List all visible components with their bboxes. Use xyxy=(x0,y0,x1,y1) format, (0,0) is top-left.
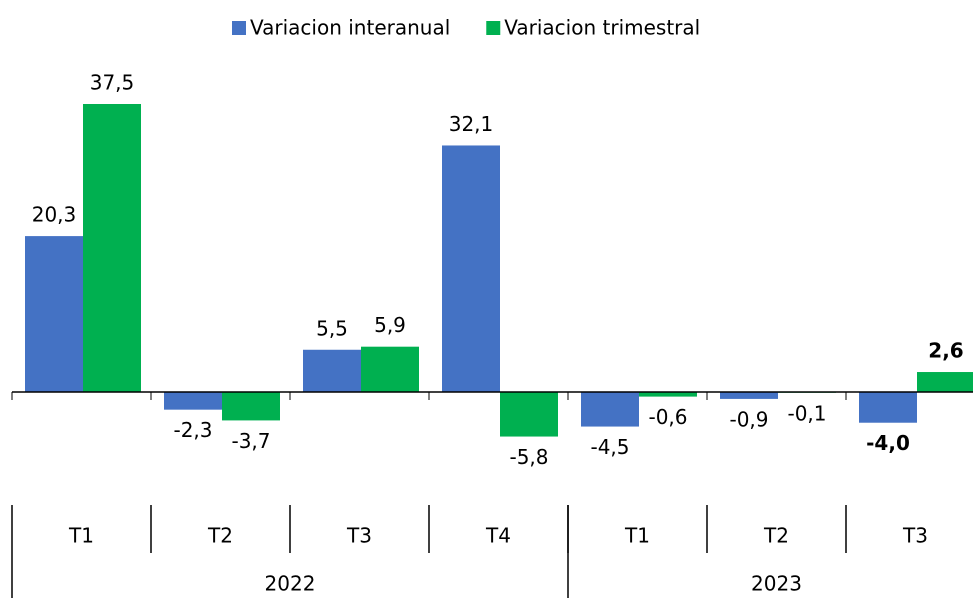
bar xyxy=(164,392,222,410)
data-label: -3,7 xyxy=(231,429,270,453)
x-tick-label: T1 xyxy=(68,524,94,548)
bar xyxy=(442,145,500,392)
data-label: 2,6 xyxy=(928,339,963,363)
bar xyxy=(859,392,917,423)
bar xyxy=(361,346,419,392)
x-tick-label: T3 xyxy=(902,524,928,548)
bar xyxy=(917,372,973,392)
data-label: 20,3 xyxy=(32,203,77,227)
data-label: -0,1 xyxy=(787,401,826,425)
bar xyxy=(83,104,141,392)
x-tick-label: T4 xyxy=(485,524,511,548)
group-label: 2023 xyxy=(751,572,802,596)
x-tick-label: T2 xyxy=(763,524,789,548)
bar xyxy=(25,236,83,392)
x-tick-label: T1 xyxy=(624,524,650,548)
legend-swatch xyxy=(486,21,501,35)
bar xyxy=(500,392,558,437)
group-label: 2022 xyxy=(265,572,316,596)
data-label: 5,9 xyxy=(374,313,406,337)
data-label: 32,1 xyxy=(449,112,494,136)
data-label: 5,5 xyxy=(316,316,348,340)
bar xyxy=(222,392,280,421)
bar xyxy=(303,349,361,392)
bar xyxy=(720,392,778,399)
legend-swatch xyxy=(232,21,246,35)
data-label: -4,0 xyxy=(866,431,910,455)
data-label: -4,5 xyxy=(590,435,629,459)
data-label: 37,5 xyxy=(90,71,135,95)
x-tick-label: T3 xyxy=(346,524,372,548)
data-label: -0,9 xyxy=(729,407,768,431)
data-label: -0,6 xyxy=(648,405,687,429)
bar xyxy=(581,392,639,427)
legend-label: Variacion trimestral xyxy=(504,16,700,40)
bar xyxy=(639,392,697,397)
data-label: -2,3 xyxy=(173,418,212,442)
x-tick-label: T2 xyxy=(207,524,233,548)
data-label: -5,8 xyxy=(509,445,548,469)
legend-label: Variacion interanual xyxy=(250,16,450,40)
